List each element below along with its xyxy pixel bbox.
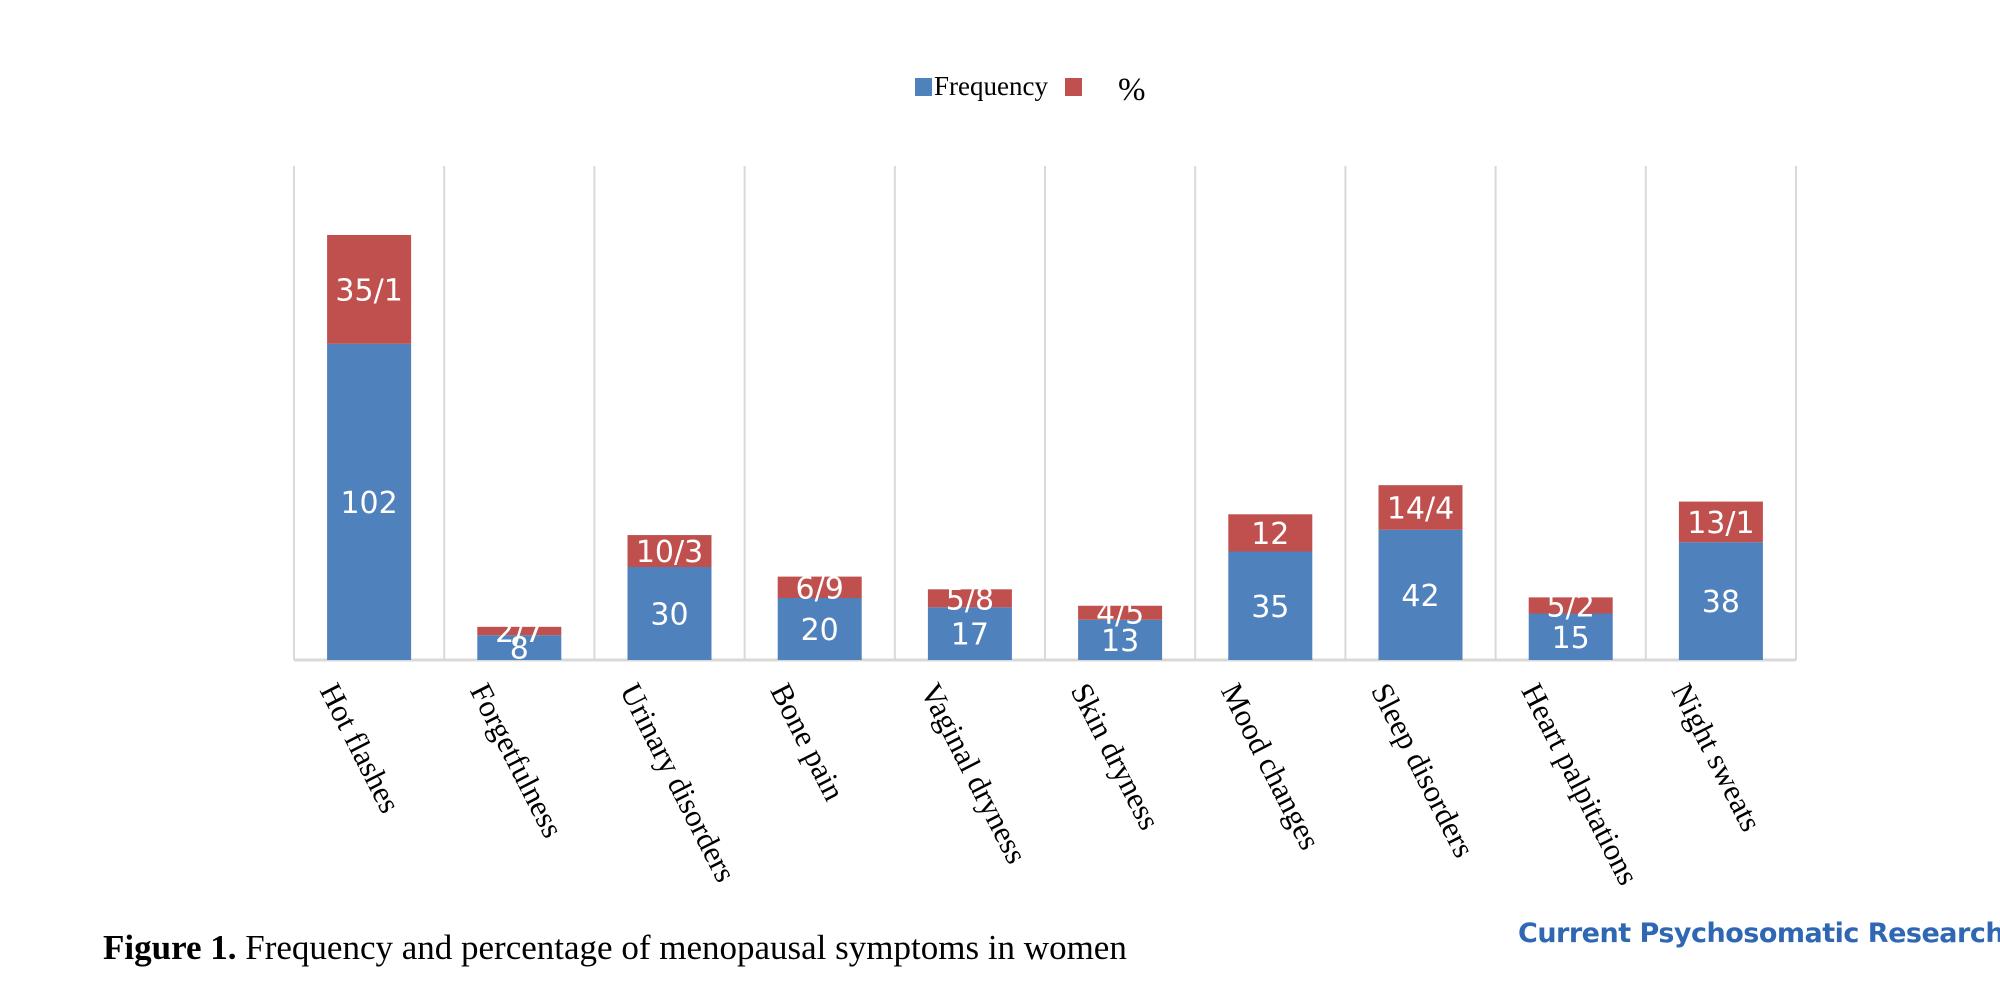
figure-caption-prefix: Figure 1.: [103, 928, 237, 967]
data-label-frequency-8: 15: [1552, 621, 1590, 656]
data-label-frequency-0: 102: [340, 486, 397, 521]
figure-caption-text: Frequency and percentage of menopausal s…: [236, 928, 1127, 967]
bar-percent-1: [477, 626, 562, 636]
bar-percent-3: [777, 576, 862, 598]
category-label-5: Skin dryness: [1064, 677, 1168, 835]
bar-frequency-2: [627, 567, 712, 660]
data-label-percent-1: 2/7: [495, 615, 543, 650]
figure-caption: Figure 1. Frequency and percentage of me…: [103, 928, 1127, 968]
bar-percent-4: [927, 589, 1012, 608]
bar-percent-5: [1078, 605, 1163, 620]
legend-swatch-percent: [1065, 78, 1082, 96]
data-label-frequency-9: 38: [1702, 585, 1740, 620]
legend-label-percent: %: [1118, 72, 1146, 108]
category-label-0: Hot flashes: [313, 677, 408, 818]
chart-category-labels: Hot flashes Forgetfulness Urinary disorder…: [313, 677, 1769, 890]
chart-gridlines: [293, 166, 1797, 662]
chart-legend: Frequency%: [915, 71, 1146, 108]
journal-logo: Current Psychosomatic Research: [1518, 918, 2000, 949]
legend-swatch-frequency: [915, 78, 932, 96]
data-label-frequency-1: 8: [510, 632, 529, 667]
bar-frequency-3: [777, 598, 862, 660]
bar-percent-8: [1528, 597, 1613, 614]
data-label-frequency-6: 35: [1251, 590, 1289, 625]
data-label-percent-5: 4/5: [1096, 597, 1144, 632]
data-label-frequency-2: 30: [650, 598, 688, 633]
bar-frequency-9: [1678, 542, 1763, 660]
category-label-3: Bone pain: [763, 677, 852, 806]
data-label-frequency-7: 42: [1401, 579, 1439, 614]
data-label-percent-3: 6/9: [796, 571, 844, 606]
data-label-frequency-5: 13: [1101, 624, 1139, 659]
data-label-percent-9: 13/1: [1687, 506, 1754, 541]
data-label-frequency-3: 20: [801, 613, 839, 648]
bar-percent-7: [1378, 485, 1463, 530]
category-label-9: Night sweats: [1665, 677, 1769, 836]
bar-frequency-0: [327, 343, 412, 660]
data-label-percent-0: 35/1: [335, 273, 402, 308]
category-label-8: Heart palpitations: [1514, 677, 1646, 890]
category-label-2: Urinary disorders: [613, 677, 743, 887]
category-label-7: Sleep disorders: [1364, 677, 1482, 862]
bar-frequency-1: [477, 635, 562, 660]
legend-label-frequency: Frequency: [934, 71, 1048, 101]
bar-percent-6: [1228, 514, 1313, 552]
bar-frequency-5: [1078, 619, 1163, 660]
data-label-percent-2: 10/3: [636, 535, 703, 570]
bar-frequency-7: [1378, 529, 1463, 660]
category-label-4: Vaginal dryness: [914, 677, 1035, 869]
chart-bars: [327, 234, 1763, 660]
data-label-percent-7: 14/4: [1387, 491, 1454, 526]
data-label-percent-4: 5/8: [946, 582, 994, 617]
data-label-percent-6: 12: [1251, 517, 1289, 552]
bar-percent-2: [627, 535, 712, 567]
bar-percent-0: [327, 234, 412, 344]
category-label-6: Mood changes: [1214, 677, 1328, 855]
bar-frequency-8: [1528, 613, 1613, 660]
bar-percent-9: [1678, 501, 1763, 543]
bar-frequency-6: [1228, 551, 1313, 660]
chart-data-labels: 102 35/1 82/7 30 10/3 20 6/9 175/8 134/5 35 12 42 14…: [335, 273, 1754, 666]
data-label-percent-8: 5/2: [1547, 589, 1595, 624]
data-label-frequency-4: 17: [951, 618, 989, 653]
bar-frequency-4: [927, 607, 1012, 660]
category-label-1: Forgetfulness: [463, 677, 571, 843]
